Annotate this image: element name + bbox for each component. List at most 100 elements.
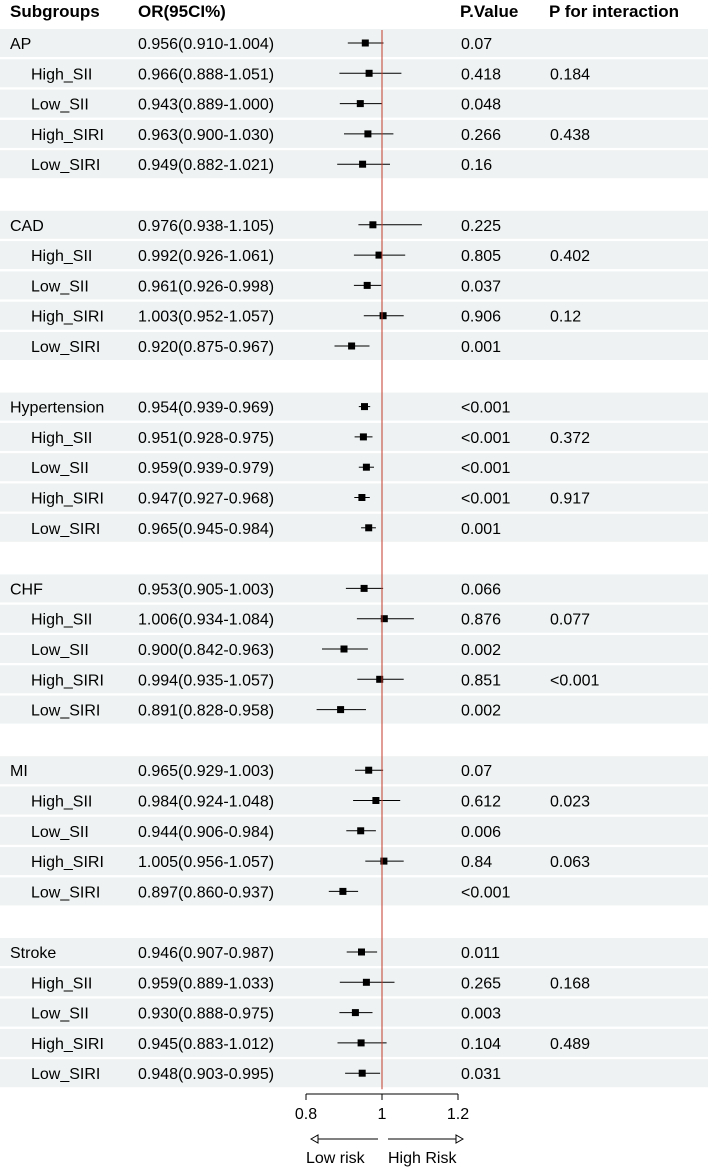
or-marker-chf-high-siri xyxy=(376,675,384,683)
or-marker-stroke-high-siri xyxy=(357,1039,365,1047)
row-stripe-mi-high-siri xyxy=(0,847,708,876)
p-value-mi-high-siri: 0.84 xyxy=(461,854,492,871)
or-marker-ap-high-sii xyxy=(365,69,373,77)
p-value-mi-high-sii: 0.612 xyxy=(461,794,501,811)
p-value-mi: 0.07 xyxy=(461,763,492,780)
p-value-mi-low-sii: 0.006 xyxy=(461,824,501,841)
p-value-cad-high-siri: 0.906 xyxy=(461,309,501,326)
header-subgroups: Subgroups xyxy=(10,2,100,21)
or-marker-ap-low-sii xyxy=(356,100,364,108)
or-marker-stroke xyxy=(358,948,365,956)
row-stripe-hypertension xyxy=(0,392,708,421)
or-ci-cad-high-sii: 0.992(0.926-1.061) xyxy=(138,248,274,265)
row-stripe-mi xyxy=(0,756,708,785)
plot-marks xyxy=(316,30,422,1090)
group-label-cad: CAD xyxy=(10,218,44,235)
or-marker-hypertension-high-sii xyxy=(359,433,367,441)
p-value-chf-high-siri: 0.851 xyxy=(461,672,501,689)
or-marker-cad-high-sii xyxy=(375,251,383,259)
subgroup-label-ap-low-siri: Low_SIRI xyxy=(31,157,100,174)
low-risk-arrow-head xyxy=(309,1134,319,1144)
p-value-ap: 0.07 xyxy=(461,36,492,53)
or-marker-ap xyxy=(361,39,369,47)
p-value-ap-low-siri: 0.16 xyxy=(461,157,492,174)
p-value-chf-high-sii: 0.876 xyxy=(461,612,501,629)
high-risk-label: High Risk xyxy=(388,1150,457,1167)
or-ci-mi-low-siri: 0.897(0.860-0.937) xyxy=(138,884,274,901)
p-value-stroke-high-siri: 0.104 xyxy=(461,1036,501,1053)
or-ci-cad-low-sii: 0.961(0.926-0.998) xyxy=(138,278,274,295)
or-marker-mi-low-siri xyxy=(339,887,347,895)
group-label-chf: CHF xyxy=(10,581,43,598)
or-ci-ap: 0.956(0.910-1.004) xyxy=(138,36,274,53)
subgroup-label-hypertension-low-sii: Low_SII xyxy=(31,460,89,477)
or-ci-cad-high-siri: 1.003(0.952-1.057) xyxy=(138,309,274,326)
or-ci-chf-low-sii: 0.900(0.842-0.963) xyxy=(138,642,274,659)
header-p-value: P.Value xyxy=(460,2,518,21)
or-marker-ap-low-siri xyxy=(359,160,367,168)
or-marker-mi-high-sii xyxy=(372,797,380,804)
p-value-stroke-low-sii: 0.003 xyxy=(461,1006,501,1023)
subgroup-label-stroke-low-siri: Low_SIRI xyxy=(31,1066,100,1083)
p-interaction-chf-high-sii: 0.077 xyxy=(550,612,590,629)
row-stripe-cad xyxy=(0,210,708,239)
p-interaction-ap-high-sii: 0.184 xyxy=(550,66,590,83)
p-interaction-cad-high-siri: 0.12 xyxy=(550,309,581,326)
p-value-stroke: 0.011 xyxy=(461,945,500,962)
or-ci-chf-high-siri: 0.994(0.935-1.057) xyxy=(138,672,274,689)
or-ci-ap-high-siri: 0.963(0.900-1.030) xyxy=(138,127,274,144)
or-ci-hypertension-high-siri: 0.947(0.927-0.968) xyxy=(138,491,274,508)
or-ci-ap-high-sii: 0.966(0.888-1.051) xyxy=(138,66,274,83)
subgroup-label-ap-high-siri: High_SIRI xyxy=(31,127,104,144)
p-value-ap-high-siri: 0.266 xyxy=(461,127,501,144)
subgroup-label-cad-high-sii: High_SII xyxy=(31,248,92,265)
or-marker-cad-high-siri xyxy=(379,312,387,320)
x-tick-label-2: 1.2 xyxy=(447,1106,469,1123)
or-ci-stroke-low-sii: 0.930(0.888-0.975) xyxy=(138,1006,274,1023)
or-ci-ap-low-siri: 0.949(0.882-1.021) xyxy=(138,157,274,174)
row-stripes xyxy=(0,29,708,1088)
or-ci-hypertension-low-sii: 0.959(0.939-0.979) xyxy=(138,460,274,477)
or-ci-hypertension: 0.954(0.939-0.969) xyxy=(138,400,274,417)
row-stripe-hypertension-high-sii xyxy=(0,422,708,451)
subgroup-label-stroke-high-siri: High_SIRI xyxy=(31,1036,104,1053)
or-marker-stroke-low-siri xyxy=(358,1069,366,1077)
group-label-stroke: Stroke xyxy=(10,945,56,962)
p-interaction-chf-high-siri: <0.001 xyxy=(550,672,599,689)
p-value-hypertension-high-sii: <0.001 xyxy=(461,430,510,447)
header-p-interaction: P for interaction xyxy=(549,2,679,21)
or-marker-chf-high-sii xyxy=(380,615,388,623)
p-value-cad-low-siri: 0.001 xyxy=(461,339,501,356)
p-value-chf-low-sii: 0.002 xyxy=(461,642,501,659)
p-value-hypertension-high-siri: <0.001 xyxy=(461,491,510,508)
p-interaction-hypertension-high-siri: 0.917 xyxy=(550,491,590,508)
subgroup-label-mi-low-sii: Low_SII xyxy=(31,824,89,841)
row-stripe-chf-high-sii xyxy=(0,604,708,633)
p-value-cad-low-sii: 0.037 xyxy=(461,278,501,295)
row-stripe-hypertension-high-siri xyxy=(0,483,708,512)
or-ci-cad: 0.976(0.938-1.105) xyxy=(138,218,274,235)
p-interaction-cad-high-sii: 0.402 xyxy=(550,248,590,265)
or-marker-hypertension-low-sii xyxy=(362,463,370,471)
or-ci-ap-low-sii: 0.943(0.889-1.000) xyxy=(138,97,274,114)
or-ci-chf: 0.953(0.905-1.003) xyxy=(138,581,274,598)
subgroup-label-ap-low-sii: Low_SII xyxy=(31,97,89,114)
subgroup-label-mi-high-siri: High_SIRI xyxy=(31,854,104,871)
table-rows: AP 0.956(0.910-1.004) 0.07 High_SII 0.966(0.… xyxy=(10,36,599,1083)
p-value-ap-high-sii: 0.418 xyxy=(461,66,501,83)
subgroup-label-hypertension-low-siri: Low_SIRI xyxy=(31,521,100,538)
subgroup-label-stroke-high-sii: High_SII xyxy=(31,975,92,992)
row-stripe-chf-high-siri xyxy=(0,665,708,694)
subgroup-label-ap-high-sii: High_SII xyxy=(31,66,92,83)
or-marker-chf-low-sii xyxy=(340,645,348,653)
or-ci-cad-low-siri: 0.920(0.875-0.967) xyxy=(138,339,274,356)
group-label-ap: AP xyxy=(10,36,31,53)
subgroup-label-chf-low-siri: Low_SIRI xyxy=(31,703,100,720)
x-tick-label-1: 1 xyxy=(378,1106,387,1123)
or-ci-stroke-high-sii: 0.959(0.889-1.033) xyxy=(138,975,274,992)
or-ci-stroke-high-siri: 0.945(0.883-1.012) xyxy=(138,1036,274,1053)
p-value-ap-low-sii: 0.048 xyxy=(461,97,501,114)
or-marker-stroke-high-sii xyxy=(362,978,370,986)
p-value-mi-low-siri: <0.001 xyxy=(461,884,510,901)
